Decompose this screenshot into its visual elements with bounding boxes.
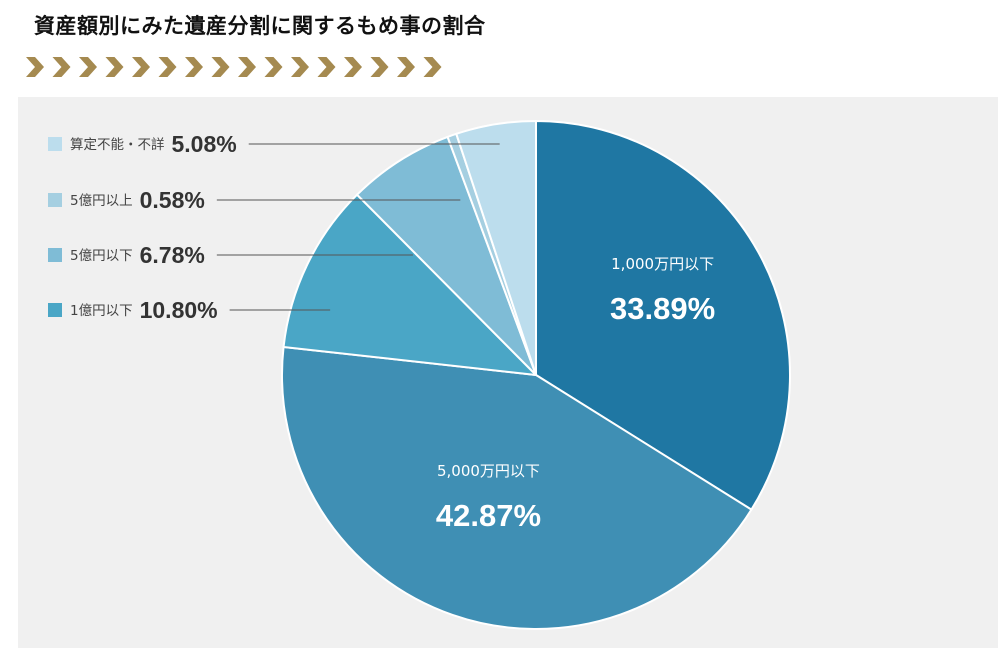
chevron-icon bbox=[158, 57, 177, 77]
chevron-icon bbox=[344, 57, 362, 77]
slice-value-1: 42.87% bbox=[436, 498, 541, 533]
legend-swatch bbox=[48, 303, 62, 317]
pie-slice-5 bbox=[455, 119, 537, 376]
chevron-icon bbox=[264, 57, 283, 77]
chevron-icon bbox=[291, 57, 309, 77]
chevron-icon bbox=[238, 57, 256, 77]
chevron-divider bbox=[26, 57, 442, 77]
legend-value: 0.58% bbox=[140, 187, 205, 213]
pie-slice-1 bbox=[281, 345, 753, 630]
legend-swatch bbox=[48, 193, 62, 207]
legend-item-3: 1億円以下 10.80% bbox=[48, 297, 331, 323]
legend-item-1: 5億円以上 0.58% bbox=[48, 187, 461, 213]
chevron-icon bbox=[185, 57, 203, 77]
slice-label-1: 5,000万円以下 bbox=[437, 462, 540, 480]
pie-slice-0 bbox=[535, 119, 791, 511]
chevron-icon bbox=[132, 57, 150, 77]
legend-label: 5億円以下 bbox=[70, 248, 133, 264]
legend-label: 1億円以下 bbox=[70, 303, 133, 319]
pie-chart: 1,000万円以下 33.89% 5,000万円以下 42.87% 算定不能・不詳 5.0… bbox=[48, 119, 791, 630]
legend-label: 5億円以上 bbox=[70, 193, 133, 209]
chevron-icon bbox=[423, 57, 442, 77]
chart-panel: 1,000万円以下 33.89% 5,000万円以下 42.87% 算定不能・不詳 5.0… bbox=[18, 97, 998, 648]
chevron-icon bbox=[79, 57, 97, 77]
slice-label-0: 1,000万円以下 bbox=[611, 255, 714, 273]
chevron-icon bbox=[397, 57, 415, 77]
chevron-icon bbox=[317, 57, 336, 77]
legend-item-0: 算定不能・不詳 5.08% bbox=[48, 131, 500, 157]
chevron-icon bbox=[26, 57, 44, 77]
chevron-icon bbox=[370, 57, 389, 77]
chevron-icon bbox=[52, 57, 71, 77]
legend-swatch bbox=[48, 248, 62, 262]
legend-item-2: 5億円以下 6.78% bbox=[48, 242, 413, 268]
legend-value: 10.80% bbox=[140, 297, 218, 323]
slice-value-0: 33.89% bbox=[610, 291, 715, 326]
pie-slice-3 bbox=[355, 135, 537, 376]
legend-value: 5.08% bbox=[172, 131, 237, 157]
legend-label: 算定不能・不詳 bbox=[70, 137, 165, 153]
chevron-icon bbox=[105, 57, 124, 77]
legend-value: 6.78% bbox=[140, 242, 205, 268]
chevron-icon bbox=[211, 57, 230, 77]
legend-swatch bbox=[48, 137, 62, 151]
page-title: 資産額別にみた遺産分割に関するもめ事の割合 bbox=[34, 14, 486, 38]
pie-slice-2 bbox=[282, 193, 539, 377]
